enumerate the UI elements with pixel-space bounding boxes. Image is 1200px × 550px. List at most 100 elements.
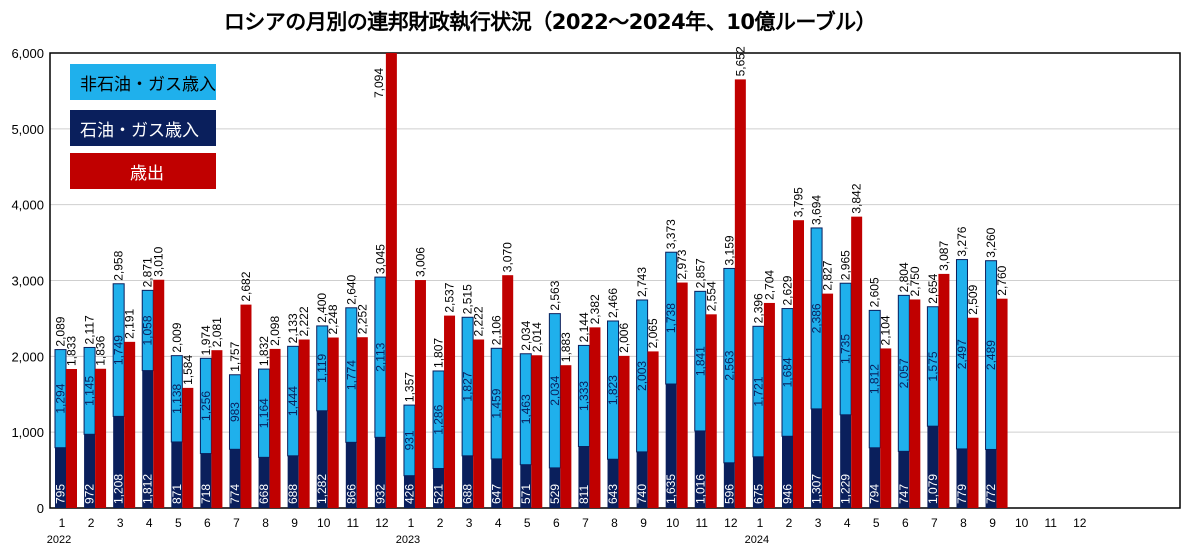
label-expenditure: 2,191 <box>123 308 137 338</box>
label-non-oil: 1,684 <box>781 357 795 387</box>
bar-oil <box>840 414 852 508</box>
label-total: 2,629 <box>781 275 795 305</box>
label-total: 2,958 <box>112 250 126 280</box>
label-total: 2,965 <box>839 250 853 280</box>
label-total: 3,260 <box>984 227 998 257</box>
bar-expenditure <box>734 79 746 508</box>
label-oil: 571 <box>519 484 533 504</box>
bar-oil <box>374 437 386 508</box>
label-non-oil: 1,164 <box>257 398 271 428</box>
bar-expenditure <box>444 315 456 508</box>
label-expenditure: 2,222 <box>472 306 486 336</box>
x-tick-label: 6 <box>902 516 909 530</box>
label-non-oil: 1,827 <box>461 371 475 401</box>
label-oil: 794 <box>868 484 882 504</box>
label-expenditure: 2,827 <box>821 260 835 290</box>
x-tick-label: 3 <box>117 516 124 530</box>
label-oil: 795 <box>54 484 68 504</box>
label-non-oil: 2,113 <box>373 342 387 371</box>
label-total: 1,807 <box>432 338 446 368</box>
label-non-oil: 2,489 <box>984 340 998 370</box>
bar-oil <box>636 451 648 508</box>
bar-expenditure <box>618 355 630 508</box>
label-total: 2,640 <box>344 274 358 304</box>
label-oil: 1,016 <box>693 474 707 504</box>
label-total: 2,743 <box>635 267 649 297</box>
label-non-oil: 1,841 <box>693 346 707 376</box>
x-tick-label: 10 <box>1015 516 1029 530</box>
legend-expenditure: 歳出 <box>70 153 216 189</box>
label-total: 1,974 <box>199 325 213 355</box>
bar-oil <box>723 462 735 508</box>
label-total: 1,757 <box>228 341 242 371</box>
label-expenditure: 2,682 <box>239 271 253 301</box>
label-non-oil: 1,138 <box>170 383 184 413</box>
label-total: 2,396 <box>751 293 765 323</box>
label-oil: 747 <box>897 484 911 504</box>
x-tick-label: 5 <box>873 516 880 530</box>
label-expenditure: 2,973 <box>675 249 689 279</box>
label-expenditure: 3,070 <box>501 242 515 272</box>
year-label: 2023 <box>396 534 420 546</box>
bar-expenditure <box>182 387 194 508</box>
bar-oil <box>258 457 270 508</box>
label-expenditure: 2,554 <box>704 281 718 311</box>
label-non-oil: 1,823 <box>606 375 620 405</box>
label-oil: 1,208 <box>112 474 126 504</box>
bar-oil <box>956 448 968 508</box>
label-total: 2,106 <box>490 315 504 345</box>
bar-oil <box>665 384 677 508</box>
label-total: 2,654 <box>926 273 940 303</box>
bar-expenditure <box>124 341 136 508</box>
label-total: 2,515 <box>461 284 475 314</box>
bar-expenditure <box>851 216 863 509</box>
label-oil: 643 <box>606 484 620 504</box>
label-expenditure: 3,842 <box>850 183 864 213</box>
label-oil: 972 <box>83 484 97 504</box>
y-tick-label: 6,000 <box>11 46 44 61</box>
label-total: 3,373 <box>664 219 678 249</box>
y-tick-label: 5,000 <box>11 122 44 137</box>
label-non-oil: 1,812 <box>868 364 882 394</box>
label-oil: 866 <box>344 484 358 504</box>
x-tick-label: 10 <box>666 516 680 530</box>
label-expenditure: 3,795 <box>792 187 806 217</box>
label-expenditure: 2,104 <box>879 315 893 345</box>
x-tick-label: 9 <box>291 516 298 530</box>
bar-oil <box>811 408 823 508</box>
label-non-oil: 1,774 <box>344 360 358 390</box>
label-total: 2,605 <box>868 277 882 307</box>
label-oil: 647 <box>490 484 504 504</box>
label-non-oil: 1,294 <box>54 383 68 413</box>
bar-oil <box>782 436 793 508</box>
bar-expenditure <box>327 337 339 508</box>
bar-oil <box>520 464 532 508</box>
label-oil: 1,635 <box>664 474 678 504</box>
x-tick-label: 12 <box>375 516 389 530</box>
x-tick-label: 1 <box>757 516 764 530</box>
label-total: 2,144 <box>577 312 591 342</box>
label-expenditure: 2,065 <box>646 318 660 348</box>
bar-expenditure <box>996 298 1008 508</box>
label-non-oil: 2,386 <box>810 303 824 333</box>
bar-expenditure <box>763 302 775 508</box>
y-tick-label: 2,000 <box>11 349 44 364</box>
x-tick-label: 6 <box>204 516 211 530</box>
label-oil: 811 <box>577 485 591 504</box>
bar-oil <box>927 426 939 508</box>
label-non-oil: 1,444 <box>286 386 300 416</box>
label-oil: 1,282 <box>315 474 329 504</box>
label-total: 2,804 <box>897 262 911 292</box>
label-non-oil: 2,057 <box>897 358 911 388</box>
label-expenditure: 2,248 <box>326 304 340 334</box>
label-expenditure: 3,010 <box>152 246 166 276</box>
bar-oil <box>55 447 66 508</box>
x-tick-label: 7 <box>931 516 938 530</box>
label-non-oil: 1,459 <box>490 388 504 418</box>
legend-oil: 石油・ガス歳入 <box>70 110 216 146</box>
label-oil: 529 <box>548 484 562 504</box>
label-expenditure: 2,509 <box>966 284 980 314</box>
label-oil: 688 <box>286 484 300 504</box>
x-tick-label: 2 <box>437 516 444 530</box>
label-total: 3,694 <box>810 195 824 225</box>
